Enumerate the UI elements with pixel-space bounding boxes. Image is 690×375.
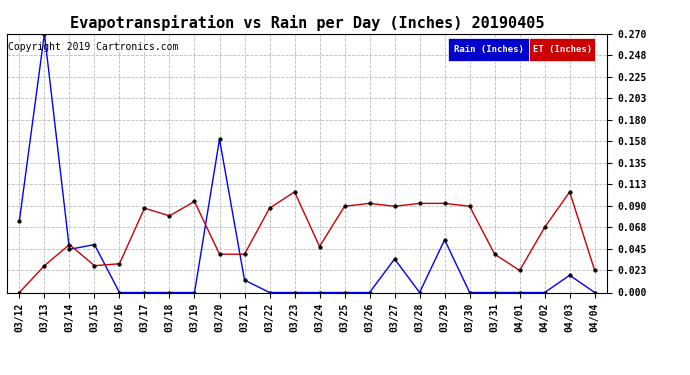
FancyBboxPatch shape — [529, 38, 595, 61]
Title: Evapotranspiration vs Rain per Day (Inches) 20190405: Evapotranspiration vs Rain per Day (Inch… — [70, 15, 544, 31]
Text: Copyright 2019 Cartronics.com: Copyright 2019 Cartronics.com — [8, 42, 179, 51]
Text: Rain (Inches): Rain (Inches) — [454, 45, 524, 54]
FancyBboxPatch shape — [448, 38, 529, 61]
Text: ET (Inches): ET (Inches) — [533, 45, 592, 54]
